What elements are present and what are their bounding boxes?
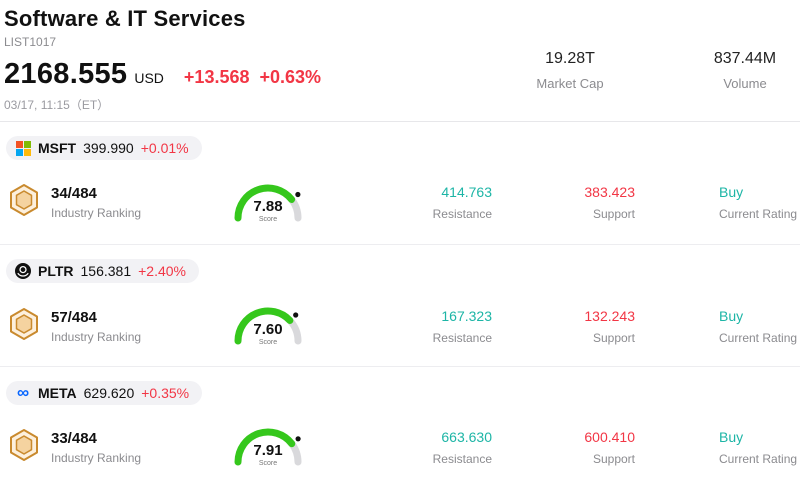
rank-label: Industry Ranking (51, 206, 142, 220)
rating-value[interactable]: Buy (719, 184, 744, 200)
ranking-badge-icon (8, 183, 40, 222)
stock-price: 629.620 (83, 385, 135, 401)
index-price: 2168.555 (4, 58, 128, 90)
support-metric: 600.410 Support (492, 429, 635, 466)
stock-chip-msft[interactable]: MSFT 399.990 +0.01% (6, 136, 202, 160)
index-change-absolute: +13.568 (183, 67, 250, 87)
industry-ranking: 34/484 Industry Ranking (6, 183, 224, 222)
support-label: Support (592, 207, 635, 221)
rating-label: Current Rating (719, 330, 798, 345)
market-cap-stat: 19.28T Market Cap (500, 50, 640, 91)
stock-change: +0.01% (140, 140, 189, 156)
rating-label: Current Rating (719, 451, 798, 466)
volume-label: Volume (723, 76, 767, 91)
microsoft-logo-icon (15, 140, 31, 156)
market-cap-value: 19.28T (545, 50, 595, 67)
support-value: 383.423 (584, 184, 635, 200)
score-gauge: 7.88 Score (224, 177, 320, 229)
resistance-label: Resistance (432, 451, 492, 466)
stock-chip-meta[interactable]: ∞ META 629.620 +0.35% (6, 381, 203, 405)
list-id: LIST1017 (4, 35, 57, 49)
palantir-logo-icon (15, 263, 31, 279)
stock-chip-pltr[interactable]: PLTR 156.381 +2.40% (6, 259, 199, 283)
volume-stat: 837.44M Volume (690, 50, 800, 91)
stock-change: +2.40% (138, 263, 186, 279)
volume-value: 837.44M (713, 50, 777, 67)
support-label: Support (592, 330, 635, 345)
resistance-metric: 414.763 Resistance (320, 184, 492, 221)
resistance-value: 414.763 (441, 184, 492, 200)
meta-logo-icon: ∞ (16, 383, 30, 402)
resistance-value: 663.630 (441, 428, 492, 445)
industry-ranking: 33/484 Industry Ranking (6, 428, 224, 467)
resistance-value: 167.323 (441, 307, 492, 324)
score-gauge: 7.60 Score (224, 300, 320, 352)
score-gauge: 7.91 Score (224, 421, 320, 473)
rank-value: 34/484 (51, 185, 97, 202)
rank-value: 33/484 (51, 429, 97, 447)
industry-ranking: 57/484 Industry Ranking (6, 307, 224, 346)
ranking-badge-icon (8, 428, 40, 467)
support-metric: 132.243 Support (492, 308, 635, 345)
rating-metric: Buy Current Rating (719, 429, 797, 466)
resistance-metric: 167.323 Resistance (320, 308, 492, 345)
ticker-label: META (38, 385, 77, 401)
stock-price: 399.990 (83, 140, 134, 156)
resistance-metric: 663.630 Resistance (320, 429, 492, 466)
index-change-percent: +0.63% (259, 67, 322, 87)
rating-metric: Buy Current Rating (719, 308, 797, 345)
rating-label: Current Rating (719, 207, 798, 221)
header: Software & IT Services LIST1017 2168.555… (0, 0, 800, 122)
support-value: 132.243 (584, 307, 635, 324)
page-title: Software & IT Services (4, 6, 246, 31)
rating-value[interactable]: Buy (719, 307, 744, 324)
stock-price: 156.381 (80, 263, 132, 279)
timestamp: 03/17, 11:15（ET） (4, 98, 110, 112)
ticker-label: PLTR (38, 263, 74, 279)
currency-label: USD (134, 70, 164, 86)
stock-row-pltr: PLTR 156.381 +2.40% 57/484 Industry Rank… (0, 244, 800, 366)
support-value: 600.410 (584, 428, 635, 445)
resistance-label: Resistance (432, 330, 492, 345)
stock-row-msft: MSFT 399.990 +0.01% 34/484 Industry Rank… (0, 122, 800, 244)
ticker-label: MSFT (38, 140, 77, 156)
resistance-label: Resistance (432, 207, 492, 221)
rating-metric: Buy Current Rating (719, 184, 797, 221)
support-metric: 383.423 Support (492, 184, 635, 221)
market-cap-label: Market Cap (536, 76, 604, 91)
ranking-badge-icon (8, 307, 40, 346)
stock-change: +0.35% (141, 385, 190, 401)
rating-value[interactable]: Buy (719, 428, 744, 445)
rank-label: Industry Ranking (51, 329, 142, 344)
support-label: Support (592, 451, 635, 466)
rank-value: 57/484 (51, 308, 97, 326)
stock-row-meta: ∞ META 629.620 +0.35% 33/484 Industry Ra… (0, 366, 800, 488)
rank-label: Industry Ranking (51, 450, 142, 465)
